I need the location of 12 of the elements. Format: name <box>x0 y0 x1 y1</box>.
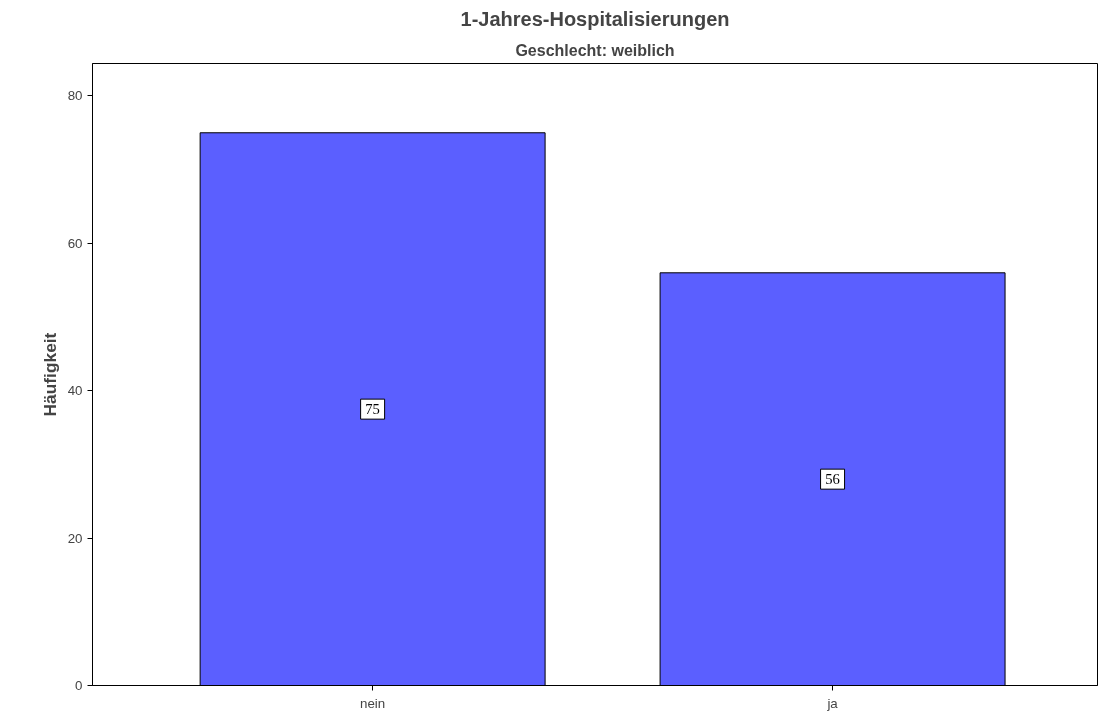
data-label: 56 <box>825 471 840 488</box>
y-tick-label: 60 <box>67 235 83 251</box>
data-label: 75 <box>365 401 380 418</box>
x-tick-label: ja <box>826 695 839 711</box>
chart-title: 1-Jahres-Hospitalisierungen <box>460 7 730 30</box>
y-tick-label: 0 <box>75 678 83 693</box>
chart-subtitle: Geschlecht: weiblich <box>515 41 675 59</box>
y-tick-label: 40 <box>67 383 83 399</box>
x-tick-label: nein <box>360 695 386 711</box>
y-tick-label: 80 <box>67 88 83 104</box>
y-tick-label: 20 <box>67 530 83 546</box>
y-axis-title: Häufigkeit <box>39 332 60 417</box>
